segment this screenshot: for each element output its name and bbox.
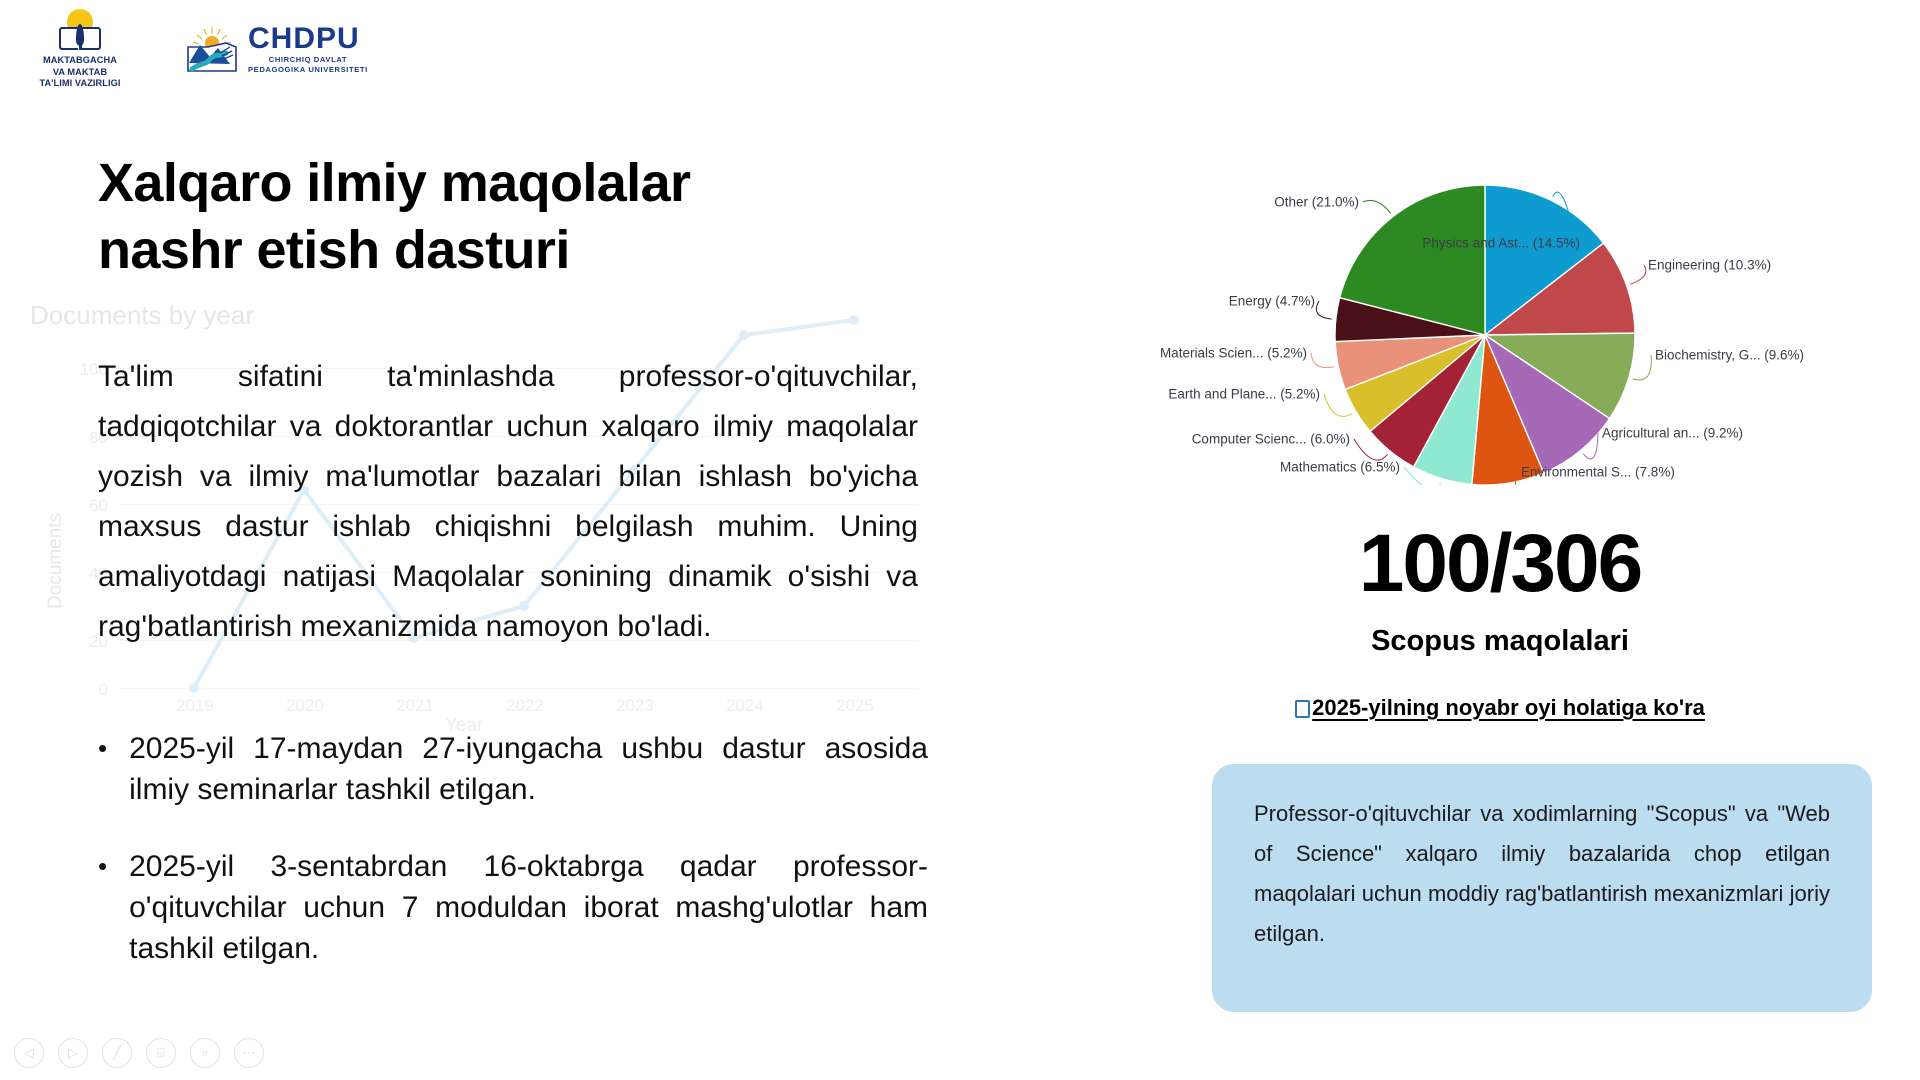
slide-grid-button[interactable]: ⌸ xyxy=(146,1038,176,1068)
pie-leader-line xyxy=(1630,264,1647,285)
next-slide-button[interactable]: ▷ xyxy=(58,1038,88,1068)
pie-leader-line xyxy=(1514,471,1518,485)
pie-slice xyxy=(1483,333,1611,474)
page-title-line1: Xalqaro ilmiy maqolalar xyxy=(98,153,691,213)
pie-slice xyxy=(1484,184,1605,337)
pie-label-computer-science: Computer Scienc... (6.0%) xyxy=(1191,431,1350,447)
body-paragraph: Ta'lim sifatini ta'minlashda professor-o… xyxy=(98,360,918,643)
pie-label-engineering: Engineering (10.3%) xyxy=(1648,257,1772,273)
bg-chart-xtick: 2021 xyxy=(396,696,434,715)
bullet-marker: • xyxy=(98,851,108,881)
university-logo: CHDPU CHIRCHIQ DAVLAT PEDAGOGIKA UNIVERS… xyxy=(184,23,368,75)
presentation-toolbar[interactable]: ◁ ▷ ╱ ⌸ ⌕ ⋯ xyxy=(14,1038,264,1068)
pie-slice xyxy=(1482,242,1636,336)
pie-label-physics: Physics and Ast... (14.5%) xyxy=(1422,235,1580,251)
bullet-list: • 2025-yil 17-maydan 27-iyungacha ushbu … xyxy=(98,728,928,1005)
pie-svg xyxy=(1310,184,1652,485)
list-item: • 2025-yil 3-sentabrdan 16-oktabrga qada… xyxy=(98,846,928,969)
pie-label-other: Other (21.0%) xyxy=(1274,194,1359,210)
bg-chart-xtick: 2025 xyxy=(836,696,874,715)
book-sun-emblem-icon xyxy=(58,8,102,52)
page-title: Xalqaro ilmiy maqolalar nashr etish dast… xyxy=(98,150,918,284)
pie-label-earth-planetary: Earth and Plane... (5.2%) xyxy=(1168,386,1320,402)
bullet-text: 2025-yil 3-sentabrdan 16-oktabrga qadar … xyxy=(129,850,928,965)
bg-chart-xtick: 2023 xyxy=(616,696,654,715)
pie-leader-line xyxy=(1632,354,1652,381)
pie-leader-lines xyxy=(1310,191,1652,485)
more-options-button[interactable]: ⋯ xyxy=(234,1038,264,1068)
pie-label-biochemistry: Biochemistry, G... (9.6%) xyxy=(1655,347,1805,363)
pie-leader-line xyxy=(1362,199,1392,214)
bg-chart-title: Documents by year xyxy=(30,300,254,330)
pie-leader-line xyxy=(1353,438,1388,461)
header-logos: MAKTABGACHA VA MAKTAB TA'LIMI VAZIRLIGI xyxy=(28,8,368,90)
pie-leader-line xyxy=(1552,191,1577,244)
ministry-logo-line1: MAKTABGACHA xyxy=(43,55,117,65)
university-subtitle-line2: PEDAGOGIKA UNIVERSITETI xyxy=(248,64,368,74)
previous-slide-button[interactable]: ◁ xyxy=(14,1038,44,1068)
bg-chart-xtick: 2024 xyxy=(726,696,764,715)
ministry-logo-text: MAKTABGACHA VA MAKTAB TA'LIMI VAZIRLIGI xyxy=(39,55,120,90)
pie-leader-line xyxy=(1310,352,1335,369)
scopus-count-value: 100/306 xyxy=(1358,518,1643,609)
bg-chart-xtick: 2020 xyxy=(286,696,324,715)
university-logo-text: CHDPU CHIRCHIQ DAVLAT PEDAGOGIKA UNIVERS… xyxy=(248,21,368,74)
scopus-count-note: 2025-yilning noyabr oyi holatiga ko'ra xyxy=(1160,695,1840,721)
pie-slice xyxy=(1482,332,1636,420)
pie-label-energy: Energy (4.7%) xyxy=(1228,293,1315,309)
page-title-line2: nashr etish dasturi xyxy=(98,219,570,280)
incentive-info-box: Professor-o'qituvchilar va xodimlarning … xyxy=(1212,764,1872,1012)
pen-annotate-button[interactable]: ╱ xyxy=(102,1038,132,1068)
note-page-icon xyxy=(1295,700,1311,718)
zoom-search-button[interactable]: ⌕ xyxy=(190,1038,220,1068)
pie-leader-line xyxy=(1315,300,1332,320)
mountain-book-emblem-icon xyxy=(184,23,240,75)
pie-label-mathematics: Mathematics (6.5%) xyxy=(1279,459,1400,475)
ministry-logo: MAKTABGACHA VA MAKTAB TA'LIMI VAZIRLIGI xyxy=(28,8,132,90)
bg-chart-ylabel: Documents xyxy=(45,512,67,610)
pie-slice-group xyxy=(1334,184,1636,485)
pie-label-materials-science: Materials Scien... (5.2%) xyxy=(1159,345,1307,361)
list-item: • 2025-yil 17-maydan 27-iyungacha ushbu … xyxy=(98,728,928,810)
pie-label-agricultural: Agricultural an... (9.2%) xyxy=(1602,425,1744,441)
incentive-info-text: Professor-o'qituvchilar va xodimlarning … xyxy=(1254,801,1830,946)
ministry-logo-line2: VA MAKTAB xyxy=(52,66,108,77)
bg-chart-xtick: 2022 xyxy=(506,696,544,715)
pie-leader-line xyxy=(1403,466,1442,485)
bg-chart-ytick: 0 xyxy=(98,680,108,699)
bullet-marker: • xyxy=(98,733,108,763)
university-subtitle-line1: CHIRCHIQ DAVLAT xyxy=(268,54,348,64)
pie-label-environmental: Environmental S... (7.8%) xyxy=(1521,464,1675,480)
pie-leader-line xyxy=(1323,393,1353,417)
scopus-count-note-text: 2025-yilning noyabr oyi holatiga ko'ra xyxy=(1312,695,1705,720)
ministry-logo-line3: TA'LIMI VAZIRLIGI xyxy=(39,78,121,88)
pie-slice xyxy=(1338,184,1486,336)
scopus-subject-pie-chart: Physics and Ast... (14.5%) Engineering (… xyxy=(1160,85,1920,485)
bullet-text: 2025-yil 17-maydan 27-iyungacha ushbu da… xyxy=(129,732,928,806)
scopus-count-caption: Scopus maqolalari xyxy=(1371,625,1629,657)
university-acronym: CHDPU xyxy=(248,21,360,55)
pie-leader-line xyxy=(1582,432,1599,460)
bg-chart-xtick: 2019 xyxy=(176,696,214,715)
